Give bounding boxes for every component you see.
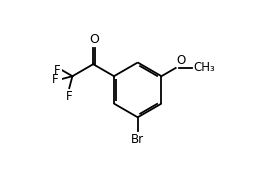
Text: O: O — [176, 54, 186, 67]
Text: F: F — [66, 90, 73, 103]
Text: O: O — [89, 33, 99, 46]
Text: F: F — [54, 64, 60, 77]
Text: CH₃: CH₃ — [193, 61, 215, 74]
Text: Br: Br — [131, 133, 144, 146]
Text: F: F — [52, 73, 59, 86]
